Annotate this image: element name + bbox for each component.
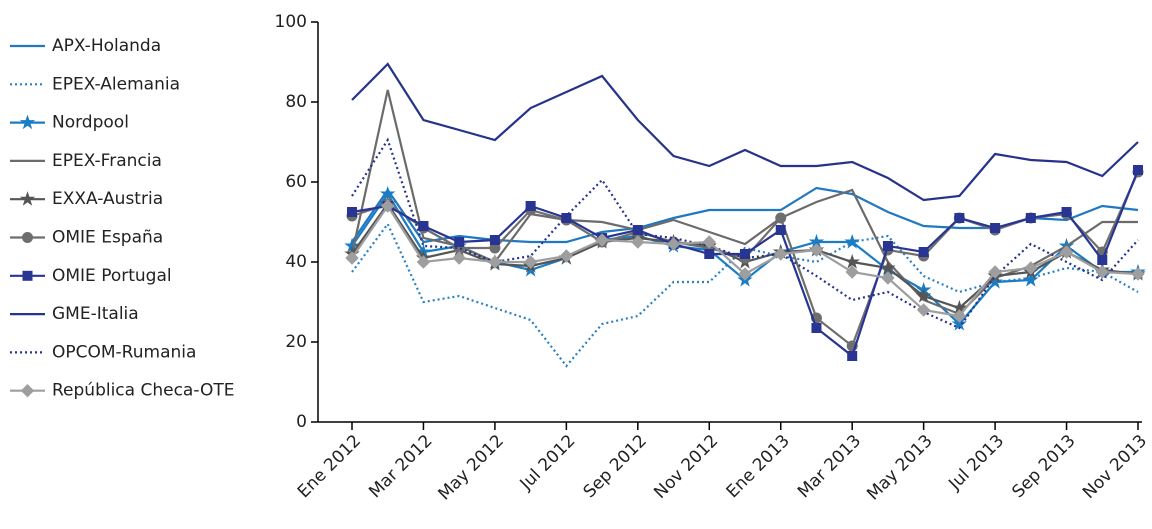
marker — [595, 233, 609, 247]
x-tick-label: May 2012 — [435, 431, 508, 504]
marker — [844, 253, 860, 269]
marker — [882, 241, 893, 251]
legend-label: EPEX-Francia — [52, 151, 162, 171]
marker — [1024, 261, 1038, 275]
marker — [488, 255, 502, 269]
y-tick-label: 40 — [285, 252, 307, 272]
marker — [988, 265, 1002, 279]
marker — [775, 225, 786, 235]
marker — [347, 207, 357, 217]
legend-label: GME-Italia — [52, 304, 139, 324]
series — [347, 165, 1143, 361]
marker — [990, 223, 1001, 233]
series — [345, 199, 1145, 323]
legend-label: OPCOM-Rumania — [52, 342, 196, 362]
marker — [811, 323, 822, 333]
series-line — [351, 221, 1139, 368]
legend-label: República Checa-OTE — [52, 381, 234, 401]
marker — [1133, 165, 1143, 175]
y-tick-label: 80 — [285, 92, 307, 112]
marker — [632, 225, 643, 235]
marker — [880, 259, 896, 275]
x-tick-label: Ene 2013 — [723, 431, 794, 502]
marker — [559, 249, 574, 263]
marker — [418, 221, 429, 231]
marker — [22, 232, 33, 243]
marker — [1095, 265, 1109, 279]
marker — [775, 212, 787, 224]
legend-label: OMIE España — [52, 228, 163, 248]
marker — [1097, 255, 1108, 265]
marker — [740, 249, 750, 259]
series — [351, 186, 1139, 244]
marker — [666, 237, 681, 251]
marker — [1131, 267, 1145, 281]
marker — [844, 233, 860, 249]
marker — [19, 191, 36, 206]
series — [351, 62, 1139, 202]
marker — [847, 351, 858, 361]
marker — [381, 199, 395, 213]
series-line — [351, 62, 1139, 202]
x-tick-label: Jul 2013 — [944, 431, 1008, 495]
x-tick-label: Mar 2013 — [794, 431, 865, 502]
series-line — [351, 137, 1139, 330]
legend-label: Nordpool — [52, 113, 129, 133]
marker — [809, 243, 824, 257]
marker — [845, 265, 859, 279]
series-line — [351, 186, 1139, 244]
marker — [918, 247, 929, 257]
y-tick-label: 60 — [285, 172, 307, 192]
x-tick-label: Sep 2013 — [1008, 431, 1079, 502]
x-tick-label: Nov 2012 — [650, 431, 722, 503]
marker — [523, 255, 538, 269]
y-tick-label: 0 — [296, 412, 307, 432]
legend-label: EPEX-Alemania — [52, 74, 180, 94]
series — [351, 221, 1139, 368]
marker — [19, 114, 36, 130]
x-tick-label: Sep 2012 — [580, 431, 651, 502]
marker — [22, 270, 33, 281]
marker — [416, 255, 431, 269]
x-tick-label: Nov 2013 — [1079, 431, 1151, 503]
marker — [954, 213, 965, 223]
x-tick-label: May 2013 — [863, 431, 936, 504]
x-tick-label: Jul 2012 — [516, 431, 580, 495]
y-tick-label: 100 — [275, 12, 307, 32]
marker — [704, 249, 715, 259]
marker — [345, 251, 359, 265]
marker — [631, 235, 645, 249]
marker — [452, 251, 466, 265]
marker — [454, 237, 465, 247]
y-tick-label: 20 — [285, 332, 307, 352]
marker — [525, 201, 536, 211]
marker — [881, 271, 895, 285]
x-tick-label: Ene 2012 — [294, 431, 365, 502]
marker — [489, 235, 500, 245]
marker — [522, 261, 539, 277]
marker — [561, 213, 572, 223]
marker — [1025, 213, 1036, 223]
marker — [1059, 245, 1074, 259]
marker — [1061, 207, 1072, 217]
marker — [702, 235, 716, 249]
marker — [952, 309, 967, 323]
legend-label: OMIE Portugal — [52, 266, 172, 286]
legend-label: EXXA-Austria — [52, 189, 163, 209]
series — [351, 137, 1139, 330]
legend-label: APX-Holanda — [52, 36, 161, 56]
marker — [738, 267, 752, 281]
marker — [1023, 271, 1039, 287]
marker — [20, 383, 35, 398]
marker — [915, 287, 932, 303]
marker — [774, 247, 788, 261]
x-tick-label: Mar 2012 — [365, 431, 436, 502]
marker — [916, 303, 931, 317]
